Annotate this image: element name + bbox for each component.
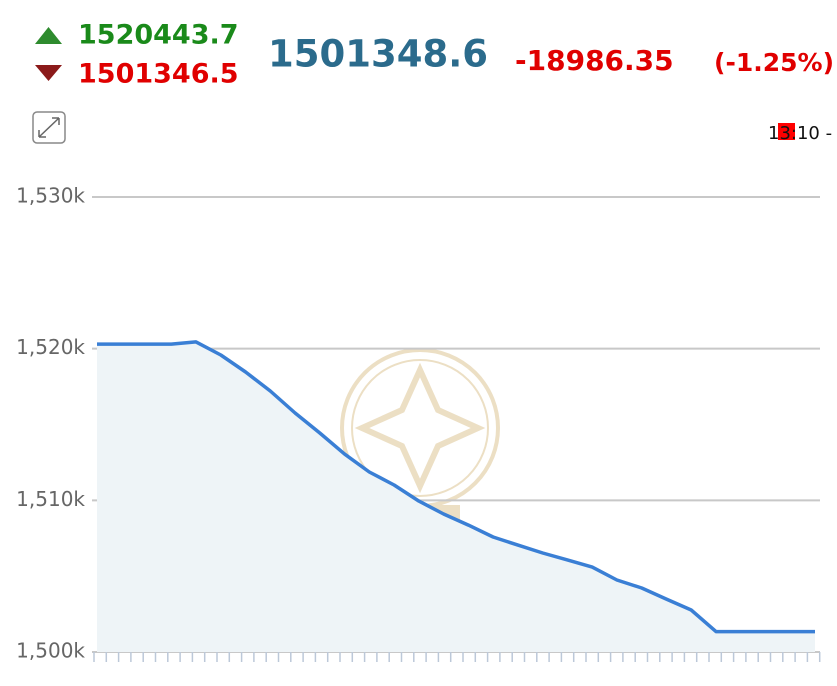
area <box>97 341 815 652</box>
legend-label[interactable]: بروزرسانی آمار:5 تیر - 13:10 <box>768 121 837 144</box>
change-percent: (-1.25%) <box>714 48 834 77</box>
last-value: 1501348.6 <box>268 33 488 76</box>
up-icon <box>35 27 62 44</box>
expand-button[interactable] <box>32 111 66 144</box>
y-tick-label: 1,530k <box>16 184 85 208</box>
y-tick-label: 1,510k <box>16 487 85 511</box>
y-tick-label: 1,520k <box>16 335 85 359</box>
down-icon <box>35 65 62 81</box>
y-tick-label: 1,500k <box>16 639 85 663</box>
low-value: 1501346.5 <box>78 59 239 90</box>
change-value: -18986.35 <box>515 44 674 77</box>
high-value: 1520443.7 <box>78 20 239 51</box>
legend-marker <box>778 123 795 140</box>
line <box>97 340 815 634</box>
